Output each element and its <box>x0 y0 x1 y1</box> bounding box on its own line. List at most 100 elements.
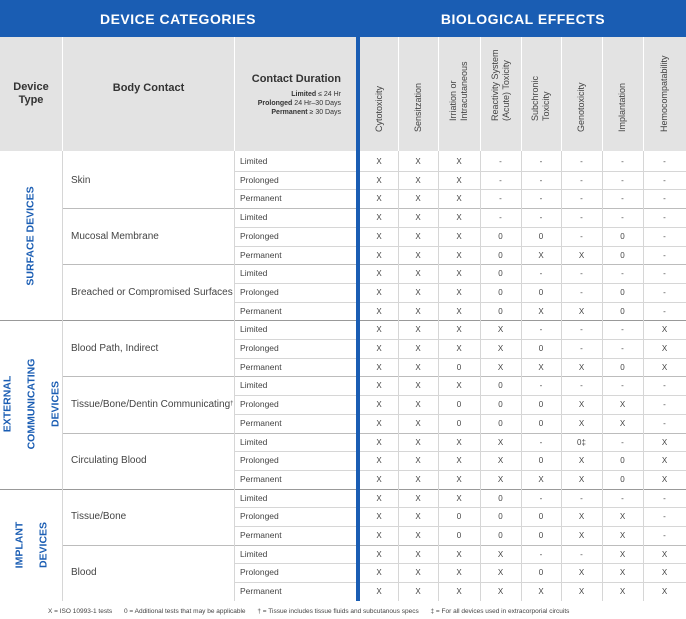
duration-label: Permanent <box>240 417 282 428</box>
effect-cell: 0 <box>538 231 544 241</box>
effect-cell: X <box>578 568 585 578</box>
effect-cell: X <box>415 531 421 540</box>
effect-cell: X <box>497 587 504 597</box>
effect-cell: 0 <box>538 287 544 297</box>
column-divider <box>234 151 235 601</box>
effect-cell: X <box>538 587 544 597</box>
effect-cell: 0 <box>498 269 503 279</box>
effect-cell: X <box>376 493 382 503</box>
effect-cell: 0‡ <box>577 437 586 447</box>
effect-cell: - <box>663 250 666 260</box>
column-divider <box>398 151 399 601</box>
duration-label: Prolonged <box>240 511 279 522</box>
effect-cell: X <box>376 213 382 223</box>
effect-cell: - <box>499 194 502 204</box>
effect-cell: X <box>415 306 421 316</box>
effect-cell: X <box>376 344 382 353</box>
duration-label: Permanent <box>240 193 282 204</box>
effect-cell: - <box>621 175 624 185</box>
effect-cell: X <box>578 306 585 316</box>
body-contact-label: Blood <box>71 567 97 579</box>
effect-cell: - <box>663 157 666 166</box>
group-divider <box>0 320 686 322</box>
effect-cell: - <box>539 175 543 185</box>
effect-cell: X <box>415 194 421 204</box>
effect-cell: 0 <box>498 418 503 428</box>
effect-cell: X <box>661 456 668 466</box>
effect-cell: X <box>376 157 382 166</box>
legend-double-dagger: ‡ = For all devices used in extracorpori… <box>430 608 570 615</box>
effect-cell: X <box>415 287 421 297</box>
device-categories-banner: DEVICE CATEGORIES <box>0 0 356 37</box>
effect-cell: - <box>663 493 666 503</box>
effect-cell: X <box>415 231 421 241</box>
effect-cell: X <box>376 175 382 185</box>
effect-cell: 0 <box>456 362 462 372</box>
row-divider <box>235 563 686 565</box>
duration-label: Prolonged <box>240 174 279 185</box>
effect-cell: X <box>497 362 504 372</box>
effect-cell: - <box>580 213 583 223</box>
column-divider <box>480 151 481 601</box>
device-type-label: SURFACE DEVICES <box>25 186 37 286</box>
effect-cell: X <box>415 400 421 410</box>
effect-cell: - <box>580 269 583 279</box>
effect-cell: X <box>619 568 626 578</box>
effect-cell: X <box>497 325 504 335</box>
effect-cell: X <box>619 531 626 540</box>
effect-cell: X <box>415 568 421 578</box>
column-divider <box>643 151 644 601</box>
duration-label: Limited <box>240 156 268 166</box>
effect-cell: - <box>539 437 543 447</box>
effect-cell: - <box>539 269 543 279</box>
effect-header-6: Implantation <box>602 37 643 151</box>
effect-cell: X <box>661 362 668 372</box>
device-categories-title: DEVICE CATEGORIES <box>99 10 257 27</box>
row-divider <box>235 526 686 527</box>
row-divider <box>235 226 686 228</box>
effect-cell: X <box>376 306 382 316</box>
effect-cell: 0 <box>498 512 503 522</box>
effect-cell: X <box>497 568 504 578</box>
column-divider <box>521 151 522 601</box>
header-separator <box>602 37 603 151</box>
effect-cell: X <box>415 549 421 559</box>
effect-cell: X <box>376 512 382 522</box>
effect-cell: - <box>580 549 583 559</box>
effect-header-label: Sensitzation <box>412 82 423 132</box>
column-divider <box>62 151 63 601</box>
body-contact-label: Tissue/Bone/Dentin Communicating † <box>71 398 234 410</box>
effect-cell: X <box>415 456 421 466</box>
effect-cell: - <box>580 493 583 503</box>
effect-cell: X <box>376 287 382 297</box>
effect-cell: X <box>619 549 626 559</box>
effect-cell: X <box>376 456 382 466</box>
effect-cell: - <box>499 213 502 223</box>
duration-label: Limited <box>240 548 268 559</box>
legend-zero: 0 = Additional tests that may be applica… <box>123 608 246 615</box>
effect-header-5: Genotoxicity <box>561 37 602 151</box>
effect-cell: X <box>661 587 668 597</box>
row-divider <box>235 395 686 397</box>
effect-cell: X <box>538 306 544 316</box>
effect-cell: X <box>497 456 504 466</box>
effect-cell: - <box>580 325 583 335</box>
column-divider <box>438 151 439 601</box>
effect-header-0: Cytotoxicity <box>360 37 398 151</box>
duration-permanent-def: Permanent ≥ 30 Days <box>271 109 341 116</box>
effect-cell: X <box>456 175 462 185</box>
duration-label: Prolonged <box>240 567 279 578</box>
effect-cell: X <box>619 512 626 522</box>
biological-effects-title: BIOLOGICAL EFFECTS <box>440 10 606 27</box>
effect-cell: - <box>580 344 583 353</box>
effect-cell: X <box>376 474 382 484</box>
effect-cell: X <box>661 474 668 484</box>
duration-label: Limited <box>240 212 268 223</box>
effect-cell: X <box>376 381 382 391</box>
effect-cell: - <box>663 512 666 522</box>
duration-label: Prolonged <box>240 286 279 297</box>
effect-cell: - <box>580 287 583 297</box>
effect-cell: X <box>456 493 462 503</box>
effect-cell: X <box>578 531 585 540</box>
effect-cell: X <box>456 587 462 597</box>
